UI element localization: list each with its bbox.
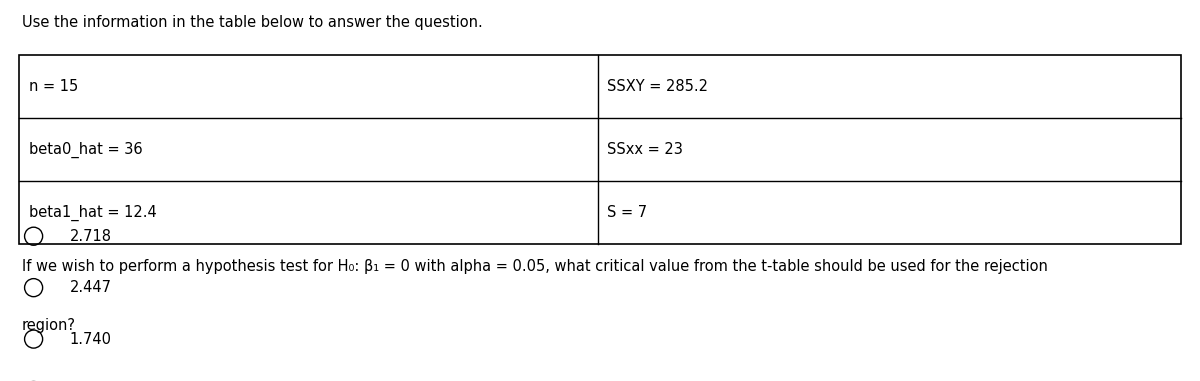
Text: beta0_hat = 36: beta0_hat = 36 (29, 141, 143, 158)
Text: region?: region? (22, 318, 76, 333)
Text: n = 15: n = 15 (29, 79, 78, 94)
Point (24, 336, 43, 342)
Point (24, 285, 43, 291)
Bar (19, 55, 1181, 244)
Text: beta1_hat = 12.4: beta1_hat = 12.4 (29, 204, 156, 221)
Text: 2.447: 2.447 (70, 280, 112, 295)
Text: If we wish to perform a hypothesis test for H₀: β₁ = 0 with alpha = 0.05, what c: If we wish to perform a hypothesis test … (22, 259, 1048, 274)
Text: 1.740: 1.740 (70, 331, 112, 347)
Text: 2.718: 2.718 (70, 229, 112, 244)
Text: SSxx = 23: SSxx = 23 (607, 142, 683, 157)
Point (24, 233, 43, 239)
Text: Use the information in the table below to answer the question.: Use the information in the table below t… (22, 15, 482, 30)
Text: SSXY = 285.2: SSXY = 285.2 (607, 79, 708, 94)
Text: S = 7: S = 7 (607, 205, 647, 220)
